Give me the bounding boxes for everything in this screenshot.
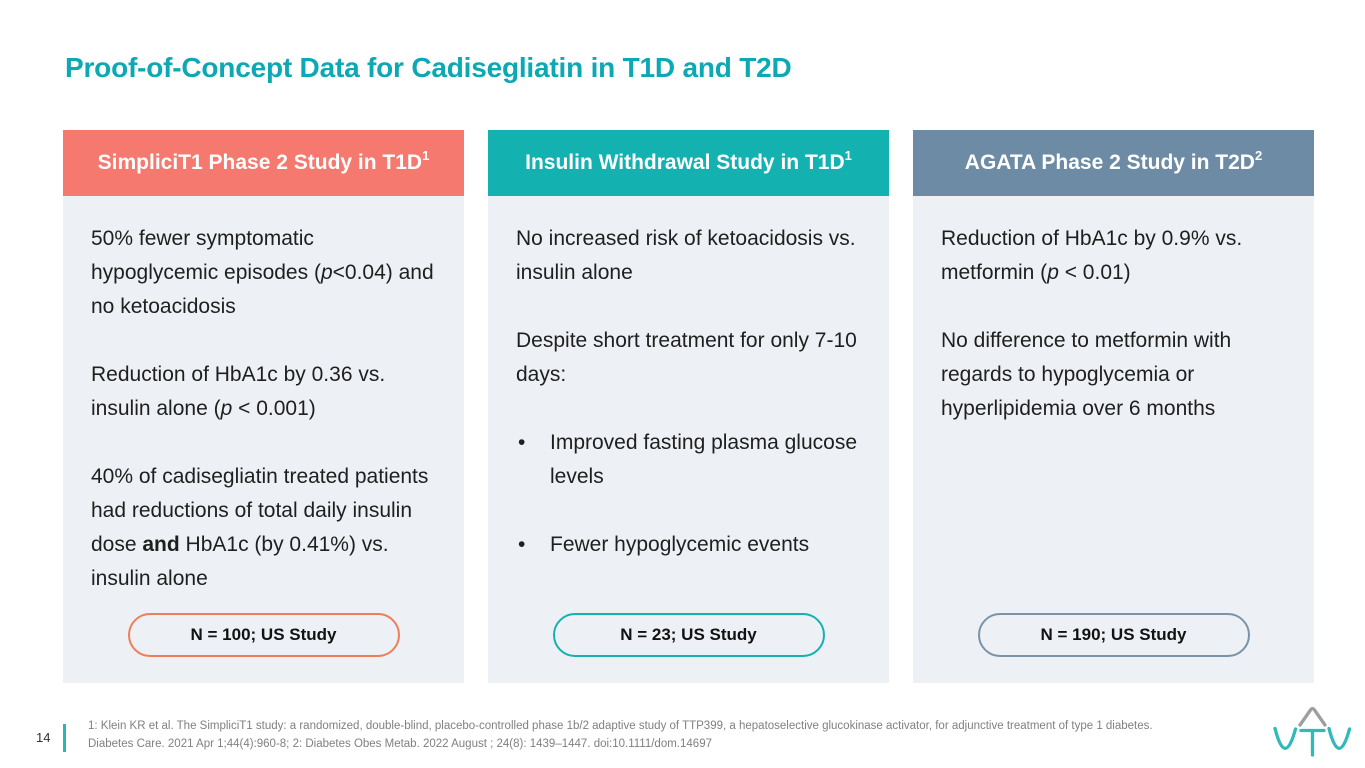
study-result-paragraph: Reduction of HbA1c by 0.36 vs. insulin a… [91,358,436,426]
study-result-paragraph: 50% fewer symptomatic hypoglycemic episo… [91,222,436,324]
bullet-item: Improved fasting plasma glucose levels [516,426,861,494]
study-result-paragraph: Despite short treatment for only 7-10 da… [516,329,857,386]
sample-size-badge: N = 23; US Study [552,613,825,657]
card-header-text: SimpliciT1 Phase 2 Study in T1D [97,151,423,174]
card-header-text: AGATA Phase 2 Study in T2D [964,151,1255,174]
bullet-item: Fewer hypoglycemic events [516,528,861,562]
footnote-superscript: 2 [1254,148,1263,163]
card-insulin-withdrawal-study: Insulin Withdrawal Study in T1D1 No incr… [488,130,889,683]
page-title: Proof-of-Concept Data for Cadisegliatin … [65,52,792,83]
text-segment: < 0.01) [1058,261,1131,284]
sample-size-text: N = 100; US Study [190,625,337,644]
footnote-line-2: Diabetes Care. 2021 Apr 1;44(4):960-8; 2… [88,737,712,750]
card-insulin-withdrawal-body: No increased risk of ketoacidosis vs. in… [488,196,889,683]
study-result-paragraph: No difference to metformin with regards … [941,329,1232,420]
sample-size-text: N = 190; US Study [1040,625,1187,644]
footnote-references: 1: Klein KR et al. The SimpliciT1 study:… [88,718,1268,753]
page-number: 14 [36,730,51,745]
text-segment: 40% of cadisegliatin treated patients ha… [91,465,429,556]
card-simplicit1-study: SimpliciT1 Phase 2 Study in T1D1 50% few… [63,130,464,683]
study-result-paragraph: Reduction of HbA1c by 0.9% vs. metformin… [941,222,1286,290]
card-insulin-withdrawal-header: Insulin Withdrawal Study in T1D1 [488,130,889,196]
card-simplicit1-header: SimpliciT1 Phase 2 Study in T1D1 [63,130,464,196]
card-simplicit1-body: 50% fewer symptomatic hypoglycemic episo… [63,196,464,683]
text-segment: < 0.001) [232,397,316,420]
card-agata-study: AGATA Phase 2 Study in T2D2 Reduction of… [913,130,1314,683]
p-value-symbol: p [1047,261,1059,284]
sample-size-badge: N = 190; US Study [977,613,1250,657]
card-header-label: AGATA Phase 2 Study in T2D2 [964,148,1263,175]
study-result-paragraph: 40% of cadisegliatin treated patients ha… [91,460,436,596]
study-result-bullet-list: Improved fasting plasma glucose levels F… [516,426,861,562]
p-value-symbol: p [320,261,333,284]
card-agata-body: Reduction of HbA1c by 0.9% vs. metformin… [913,196,1314,683]
sample-size-text: N = 23; US Study [620,625,757,644]
emphasized-word: and [142,533,180,556]
card-header-text: Insulin Withdrawal Study in T1D [525,151,845,174]
footnote-superscript: 1 [422,148,430,163]
sample-size-badge: N = 100; US Study [127,613,400,657]
text-segment: <0.04) and no ketoacidosis [91,261,434,318]
card-header-label: Insulin Withdrawal Study in T1D1 [525,148,852,175]
p-value-symbol: p [220,397,233,420]
card-header-label: SimpliciT1 Phase 2 Study in T1D1 [97,148,430,175]
footnote-line-1: 1: Klein KR et al. The SimpliciT1 study:… [88,720,1153,732]
study-result-paragraph: No increased risk of ketoacidosis vs. in… [516,227,856,284]
footnote-superscript: 1 [844,148,852,163]
text-segment: Reduction of HbA1c by 0.36 vs. insulin a… [91,363,386,420]
text-segment: HbA1c (by 0.41%) vs. insulin alone [91,533,389,590]
vtv-therapeutics-logo-icon [1273,706,1352,757]
card-agata-header: AGATA Phase 2 Study in T2D2 [913,130,1314,196]
text-segment: Reduction of HbA1c by 0.9% vs. metformin… [941,227,1243,284]
text-segment: 50% fewer symptomatic hypoglycemic episo… [91,227,321,284]
footer-divider-bar [63,724,66,752]
